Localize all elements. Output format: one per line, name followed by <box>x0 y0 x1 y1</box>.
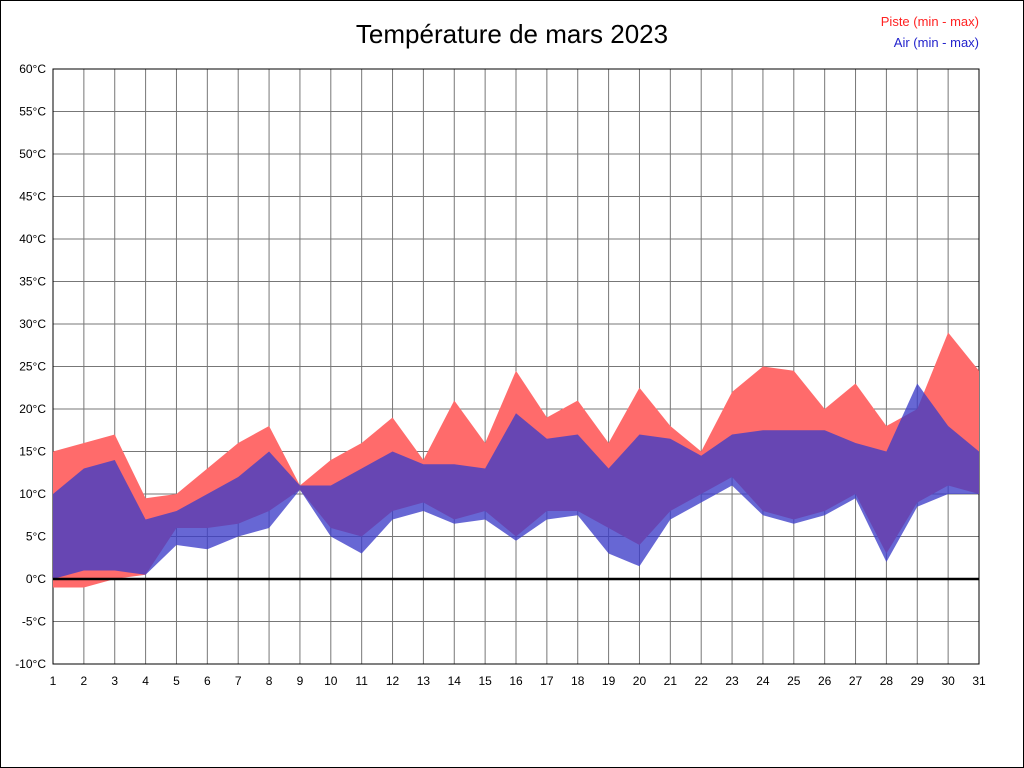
y-tick-label: 5°C <box>26 530 46 544</box>
x-tick-label: 12 <box>386 674 400 688</box>
x-tick-label: 8 <box>266 674 273 688</box>
x-tick-label: 27 <box>849 674 863 688</box>
x-tick-label: 28 <box>880 674 894 688</box>
y-tick-label: -5°C <box>22 615 46 629</box>
y-tick-label: 30°C <box>19 317 46 331</box>
x-tick-label: 1 <box>50 674 57 688</box>
x-tick-label: 7 <box>235 674 242 688</box>
x-tick-label: 31 <box>972 674 986 688</box>
chart-title: Température de mars 2023 <box>355 19 669 49</box>
x-tick-label: 3 <box>111 674 118 688</box>
y-tick-label: 0°C <box>26 572 46 586</box>
x-tick-label: 11 <box>355 674 368 688</box>
y-tick-label: 15°C <box>19 445 46 459</box>
air-band <box>53 383 979 579</box>
x-tick-label: 2 <box>81 674 88 688</box>
x-tick-label: 22 <box>695 674 709 688</box>
x-tick-label: 6 <box>204 674 211 688</box>
y-tick-label: 55°C <box>19 105 46 119</box>
x-tick-label: 18 <box>571 674 585 688</box>
x-tick-label: 30 <box>941 674 955 688</box>
y-tick-label: 20°C <box>19 402 46 416</box>
y-tick-label: 60°C <box>19 62 46 76</box>
x-tick-label: 23 <box>725 674 739 688</box>
x-tick-label: 24 <box>756 674 770 688</box>
x-tick-label: 9 <box>297 674 304 688</box>
legend-piste: Piste (min - max) <box>880 14 979 29</box>
y-tick-label: 50°C <box>19 147 46 161</box>
x-tick-label: 4 <box>142 674 149 688</box>
x-tick-label: 29 <box>911 674 925 688</box>
x-tick-label: 16 <box>509 674 523 688</box>
y-tick-label: -10°C <box>15 657 46 671</box>
y-tick-label: 10°C <box>19 487 46 501</box>
x-tick-label: 5 <box>173 674 180 688</box>
y-tick-label: 35°C <box>19 275 46 289</box>
x-tick-label: 21 <box>664 674 678 688</box>
y-tick-label: 40°C <box>19 232 46 246</box>
x-tick-label: 10 <box>324 674 338 688</box>
x-tick-label: 17 <box>540 674 554 688</box>
x-tick-label: 25 <box>787 674 801 688</box>
chart-legend: Piste (min - max) Air (min - max) <box>881 11 979 53</box>
y-tick-label: 25°C <box>19 360 46 374</box>
x-tick-label: 15 <box>478 674 492 688</box>
x-tick-label: 14 <box>448 674 462 688</box>
y-tick-label: 45°C <box>19 190 46 204</box>
x-tick-label: 13 <box>417 674 431 688</box>
x-tick-label: 19 <box>602 674 616 688</box>
x-tick-label: 26 <box>818 674 832 688</box>
legend-air: Air (min - max) <box>893 35 979 50</box>
x-tick-label: 20 <box>633 674 647 688</box>
